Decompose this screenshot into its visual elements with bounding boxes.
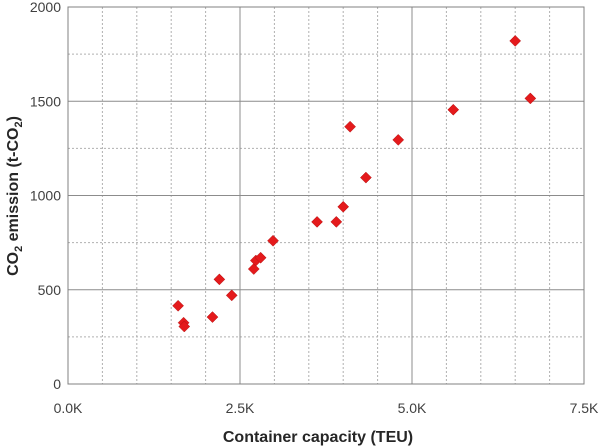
tick-labels: 0.0K 2.5K 5.0K 7.5K 0 500 1000 1500 2000 bbox=[30, 0, 599, 416]
data-point bbox=[509, 35, 522, 47]
data-point bbox=[524, 92, 537, 105]
data-point bbox=[447, 103, 460, 116]
data-point bbox=[206, 311, 219, 323]
data-point bbox=[225, 289, 238, 302]
x-tick-label: 0.0K bbox=[54, 400, 83, 416]
y-tick-label: 1000 bbox=[30, 188, 61, 204]
y-axis-title-part: CO bbox=[5, 252, 22, 276]
y-axis-title-part: ) bbox=[5, 116, 22, 121]
data-point bbox=[213, 273, 226, 286]
data-point bbox=[344, 120, 356, 133]
y-tick-label: 1500 bbox=[30, 93, 61, 109]
y-tick-label: 500 bbox=[38, 282, 62, 298]
y-axis-title: CO2 emission (t-CO2) bbox=[5, 116, 25, 276]
x-tick-label: 7.5K bbox=[570, 400, 599, 416]
data-point bbox=[267, 234, 279, 247]
x-axis-title: Container capacity (TEU) bbox=[223, 429, 413, 446]
y-tick-label: 0 bbox=[53, 376, 61, 392]
data-point bbox=[172, 299, 184, 312]
data-point bbox=[247, 263, 260, 275]
y-axis-title-subscript: 2 bbox=[13, 121, 25, 127]
grid-layer bbox=[67, 6, 585, 385]
x-tick-label: 2.5K bbox=[226, 400, 255, 416]
data-point bbox=[337, 200, 350, 213]
data-point bbox=[360, 171, 372, 184]
plot-area-frame bbox=[67, 6, 585, 385]
data-point bbox=[392, 134, 405, 146]
y-tick-label: 2000 bbox=[30, 0, 61, 15]
data-points bbox=[172, 35, 537, 333]
data-point bbox=[178, 320, 191, 333]
data-point bbox=[254, 251, 267, 264]
data-point bbox=[330, 216, 343, 228]
data-point bbox=[311, 216, 323, 228]
y-axis-title-subscript: 2 bbox=[13, 246, 25, 252]
x-tick-label: 5.0K bbox=[398, 400, 427, 416]
y-axis-title-part: emission (t-CO bbox=[5, 128, 22, 246]
